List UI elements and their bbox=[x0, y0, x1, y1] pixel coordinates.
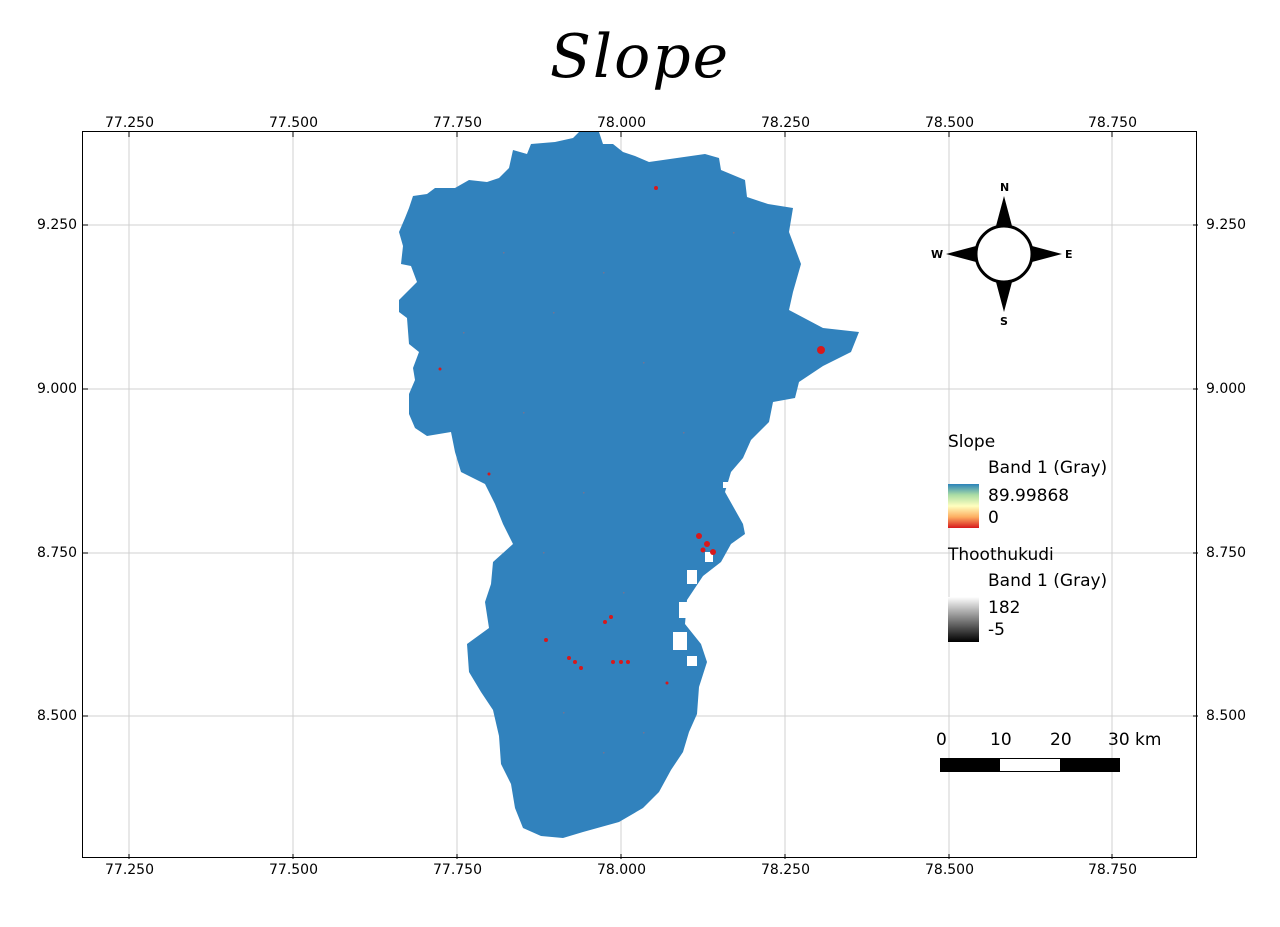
steep-patch bbox=[626, 660, 630, 664]
compass-n-label: N bbox=[1000, 181, 1010, 194]
compass-e-label: E bbox=[1065, 248, 1073, 261]
steep-patch bbox=[544, 638, 548, 642]
legend-layer1-min: 0 bbox=[988, 508, 999, 528]
district-region bbox=[399, 132, 859, 838]
compass-w-label: W bbox=[931, 248, 944, 261]
y-tick-left: 9.250 bbox=[37, 217, 78, 233]
scale-segment bbox=[1000, 759, 1060, 771]
y-tick-right: 8.750 bbox=[1206, 545, 1247, 561]
compass-rose-icon bbox=[946, 196, 1062, 312]
legend-elevation-ramp bbox=[948, 597, 979, 642]
steep-patch bbox=[704, 541, 710, 547]
x-tick-top: 77.750 bbox=[433, 115, 482, 131]
compass-s-label: S bbox=[1000, 315, 1008, 328]
legend-layer1-max: 89.99868 bbox=[988, 486, 1070, 506]
legend-layer2-name: Thoothukudi bbox=[948, 545, 1054, 565]
x-tick-bottom: 78.750 bbox=[1088, 862, 1137, 878]
map-canvas bbox=[83, 132, 1198, 859]
legend-slope-ramp bbox=[948, 484, 979, 528]
steep-patch bbox=[665, 681, 669, 685]
scale-segment bbox=[941, 759, 1001, 771]
y-tick-right: 8.500 bbox=[1206, 708, 1247, 724]
scale-bar bbox=[940, 758, 1120, 772]
legend-layer2-band: Band 1 (Gray) bbox=[988, 571, 1108, 591]
x-tick-bottom: 77.750 bbox=[433, 862, 482, 878]
y-tick-right: 9.250 bbox=[1206, 217, 1247, 233]
y-tick-left: 9.000 bbox=[37, 381, 78, 397]
steep-patch bbox=[619, 660, 623, 664]
x-tick-bottom: 78.500 bbox=[925, 862, 974, 878]
legend-layer2-min: -5 bbox=[988, 620, 1005, 640]
scale-label: 0 bbox=[936, 730, 947, 750]
slope-speckles bbox=[463, 232, 735, 754]
steep-patch bbox=[611, 660, 615, 664]
steep-patch bbox=[817, 346, 825, 354]
x-tick-bottom: 77.250 bbox=[105, 862, 154, 878]
scale-label: 20 bbox=[1050, 730, 1072, 750]
legend-layer2-max: 182 bbox=[988, 598, 1021, 618]
scale-label: 10 bbox=[990, 730, 1012, 750]
frame-ticks bbox=[83, 132, 1198, 859]
legend-layer1-band: Band 1 (Gray) bbox=[988, 458, 1108, 478]
steep-patch bbox=[579, 666, 583, 670]
scale-label: 30 km bbox=[1108, 730, 1162, 750]
steep-patch bbox=[573, 660, 577, 664]
steep-patch bbox=[700, 547, 706, 553]
steep-patch bbox=[696, 533, 702, 539]
x-tick-bottom: 77.500 bbox=[269, 862, 318, 878]
y-tick-left: 8.500 bbox=[37, 708, 78, 724]
legend-layer1-name: Slope bbox=[948, 432, 996, 452]
steep-patch bbox=[654, 186, 658, 190]
x-tick-top: 77.250 bbox=[105, 115, 154, 131]
coastal-voids bbox=[663, 482, 729, 798]
map-title: Slope bbox=[549, 22, 731, 92]
x-tick-top: 77.500 bbox=[269, 115, 318, 131]
x-tick-top: 78.750 bbox=[1088, 115, 1137, 131]
x-tick-bottom: 78.250 bbox=[761, 862, 810, 878]
steep-patch bbox=[603, 620, 607, 624]
steep-patch bbox=[710, 549, 716, 555]
x-tick-top: 78.500 bbox=[925, 115, 974, 131]
steep-patch bbox=[438, 367, 442, 371]
x-tick-bottom: 78.000 bbox=[597, 862, 646, 878]
y-tick-left: 8.750 bbox=[37, 545, 78, 561]
x-tick-top: 78.250 bbox=[761, 115, 810, 131]
steep-patch bbox=[567, 656, 571, 660]
x-tick-top: 78.000 bbox=[597, 115, 646, 131]
steep-patch bbox=[487, 472, 491, 476]
y-tick-right: 9.000 bbox=[1206, 381, 1247, 397]
steep-patch bbox=[609, 615, 613, 619]
steep-slope-patches bbox=[438, 186, 825, 685]
scale-segment bbox=[1059, 759, 1119, 771]
